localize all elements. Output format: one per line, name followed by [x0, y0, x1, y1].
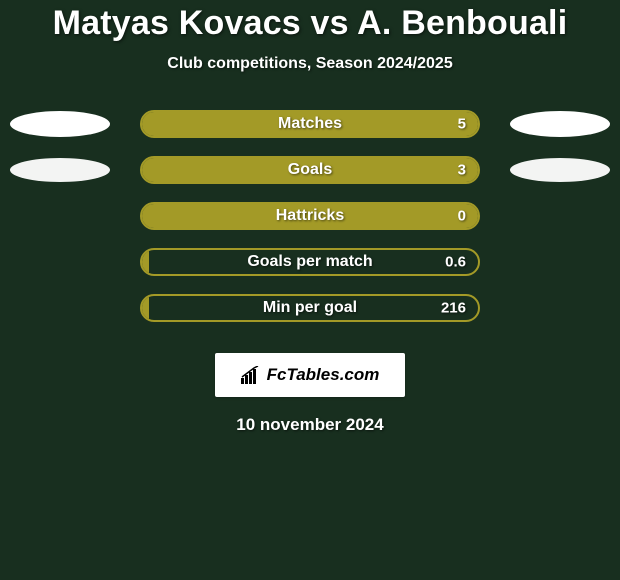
- player-right-ellipse: [510, 111, 610, 137]
- stat-bar-fill: [142, 112, 478, 136]
- player-left-ellipse: [10, 158, 110, 182]
- page-subtitle: Club competitions, Season 2024/2025: [0, 55, 620, 73]
- stat-bar: Goals3: [140, 156, 480, 184]
- stat-row: Goals per match0.6: [0, 239, 620, 285]
- stat-row: Matches5: [0, 101, 620, 147]
- stat-value: 216: [441, 300, 466, 317]
- stat-row: Hattricks0: [0, 193, 620, 239]
- player-right-ellipse: [510, 158, 610, 182]
- stat-bar-fill: [142, 204, 478, 228]
- brand-badge[interactable]: FcTables.com: [215, 353, 406, 397]
- stat-bar: Goals per match0.6: [140, 248, 480, 276]
- stat-row: Min per goal216: [0, 285, 620, 331]
- stat-bar: Min per goal216: [140, 294, 480, 322]
- stat-label: Goals per match: [142, 253, 478, 271]
- page-title: Matyas Kovacs vs A. Benbouali: [0, 0, 620, 43]
- brand-text: FcTables.com: [267, 365, 380, 385]
- stat-bar: Hattricks0: [140, 202, 480, 230]
- comparison-infographic: Matyas Kovacs vs A. Benbouali Club compe…: [0, 0, 620, 580]
- player-left-ellipse: [10, 111, 110, 137]
- stat-bar-fill: [142, 296, 149, 320]
- footer-date: 10 november 2024: [0, 415, 620, 435]
- stat-rows: Matches5 Goals3 Hattricks0 Goals per match0…: [0, 101, 620, 331]
- stat-value: 0.6: [445, 254, 466, 271]
- stat-bar-fill: [142, 158, 478, 182]
- stat-label: Min per goal: [142, 299, 478, 317]
- stat-bar: Matches5: [140, 110, 480, 138]
- stat-bar-fill: [142, 250, 149, 274]
- bar-chart-icon: [241, 366, 261, 384]
- stat-row: Goals3: [0, 147, 620, 193]
